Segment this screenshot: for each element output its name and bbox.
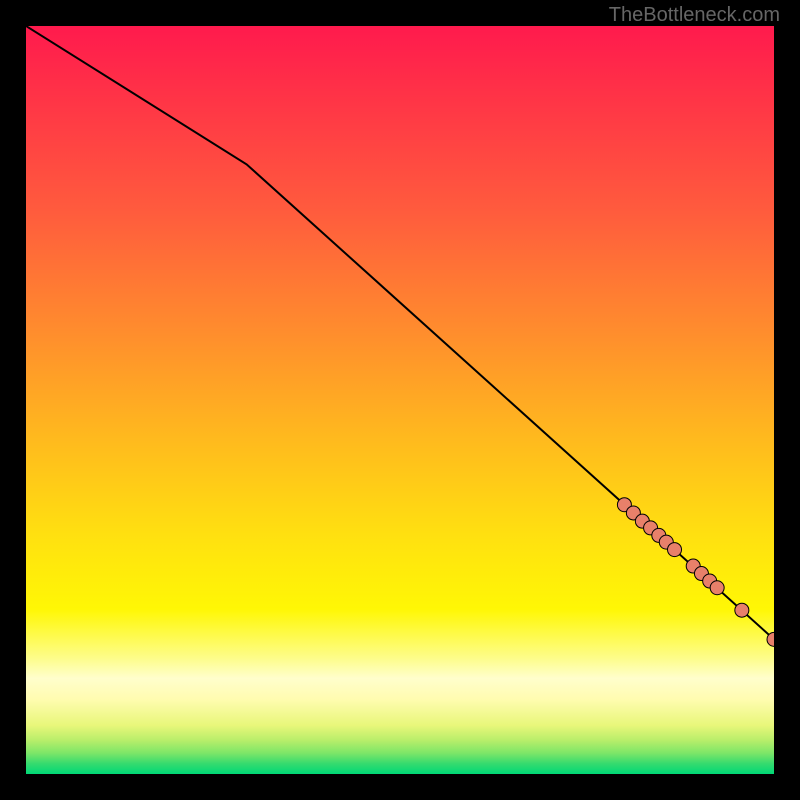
data-marker	[710, 581, 724, 595]
plot-area	[26, 26, 774, 774]
marker-group	[617, 498, 774, 647]
data-marker	[735, 603, 749, 617]
chart-svg	[26, 26, 774, 774]
data-marker	[668, 543, 682, 557]
watermark-text: TheBottleneck.com	[609, 4, 780, 27]
